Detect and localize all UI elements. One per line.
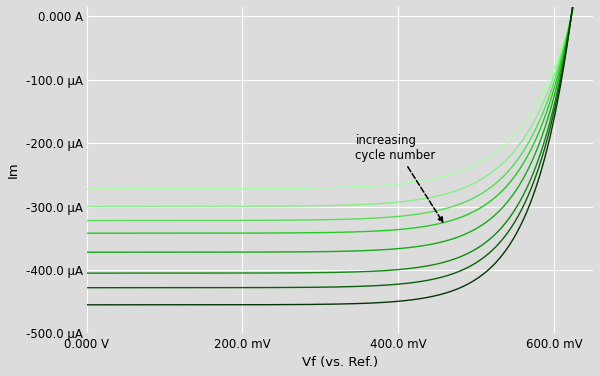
Y-axis label: Im: Im (7, 162, 20, 179)
Text: increasing
cycle number: increasing cycle number (355, 134, 443, 222)
X-axis label: Vf (vs. Ref.): Vf (vs. Ref.) (302, 356, 378, 369)
